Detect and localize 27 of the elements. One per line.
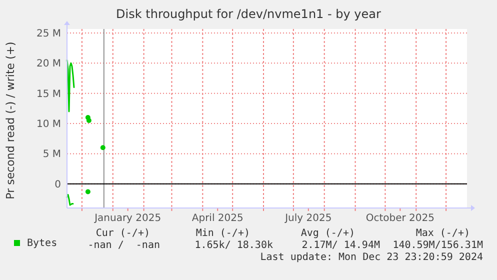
y-tick-label: 10 M <box>36 119 61 130</box>
text: 140.59M/156.31M <box>392 240 483 251</box>
x-tick-label: October 2025 <box>366 213 434 224</box>
text: 1.65k/ 18.30k <box>194 240 273 251</box>
x-tick-label: January 2025 <box>94 213 162 224</box>
y-tick-label: 15 M <box>36 88 61 100</box>
text: Min (-/+) <box>196 228 250 239</box>
y-tick-label: 20 M <box>36 58 61 70</box>
chart-title: Disk throughput for /dev/nvme1n1 - by year <box>116 7 382 21</box>
y-tick-label: 25 M <box>36 28 61 40</box>
point <box>100 145 106 150</box>
line-series <box>66 59 75 112</box>
x-tick-label: July 2025 <box>284 213 332 224</box>
line-series <box>66 194 74 206</box>
point <box>85 189 90 194</box>
y-tick-label: 5 M <box>42 149 61 160</box>
text: Last update: Mon Dec 23 23:20:59 2024 <box>260 252 483 263</box>
y-tick-label: 0 <box>54 179 61 190</box>
y-axis-title: Pr second read (-) / write (+) <box>4 42 17 200</box>
point <box>86 118 92 123</box>
text: 2.17M/ 14.94M <box>302 240 380 251</box>
text: Cur (-/+) <box>96 228 150 239</box>
x-tick-label: April 2025 <box>192 213 244 224</box>
text: Max (-/+) <box>416 228 470 239</box>
text: -nan / -nan <box>88 240 160 251</box>
text: Avg (-/+) <box>300 228 355 239</box>
legend-label: Bytes <box>27 238 58 249</box>
